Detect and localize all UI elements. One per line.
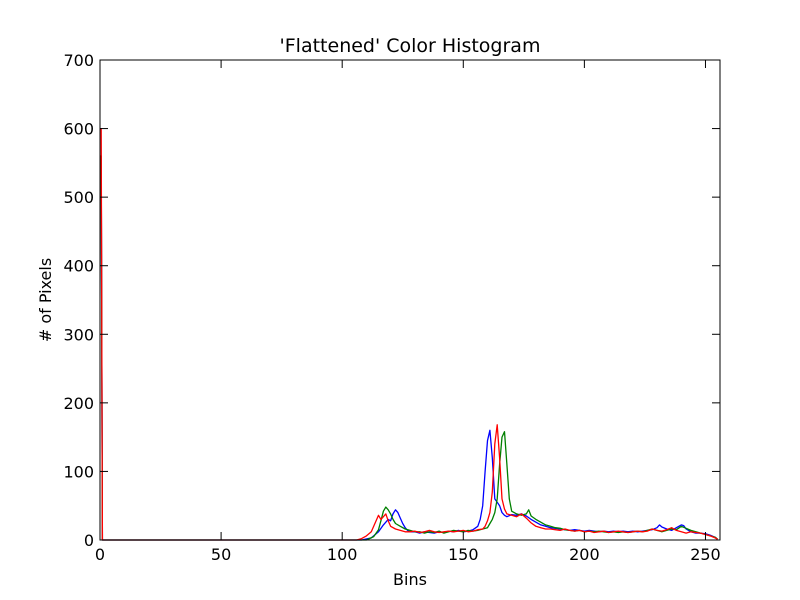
- y-tick-label: 0: [84, 531, 94, 550]
- x-axis-title: Bins: [393, 570, 427, 589]
- chart-title: 'Flattened' Color Histogram: [280, 35, 541, 57]
- x-tick-label: 0: [95, 545, 105, 564]
- x-tick-label: 200: [569, 545, 600, 564]
- y-tick-label: 100: [63, 462, 94, 481]
- series-line-1: [100, 155, 719, 541]
- y-tick-label: 500: [63, 188, 94, 207]
- y-tick-label: 300: [63, 325, 94, 344]
- y-tick-label: 600: [63, 120, 94, 139]
- x-tick-label: 50: [211, 545, 231, 564]
- y-tick-label: 400: [63, 257, 94, 276]
- x-tick-label: 250: [690, 545, 721, 564]
- y-tick-label: 200: [63, 394, 94, 413]
- series-layer: [100, 127, 719, 541]
- x-axis-ticks: 0 50 100 150 200 250: [95, 60, 721, 564]
- x-tick-label: 150: [448, 545, 479, 564]
- plot-frame: [99, 59, 721, 541]
- y-axis-ticks: 0 100 200 300 400 500 600 700: [63, 51, 720, 550]
- y-tick-label: 700: [63, 51, 94, 70]
- series-line-3: [100, 127, 718, 541]
- x-tick-label: 100: [327, 545, 358, 564]
- y-axis-title: # of Pixels: [36, 258, 55, 342]
